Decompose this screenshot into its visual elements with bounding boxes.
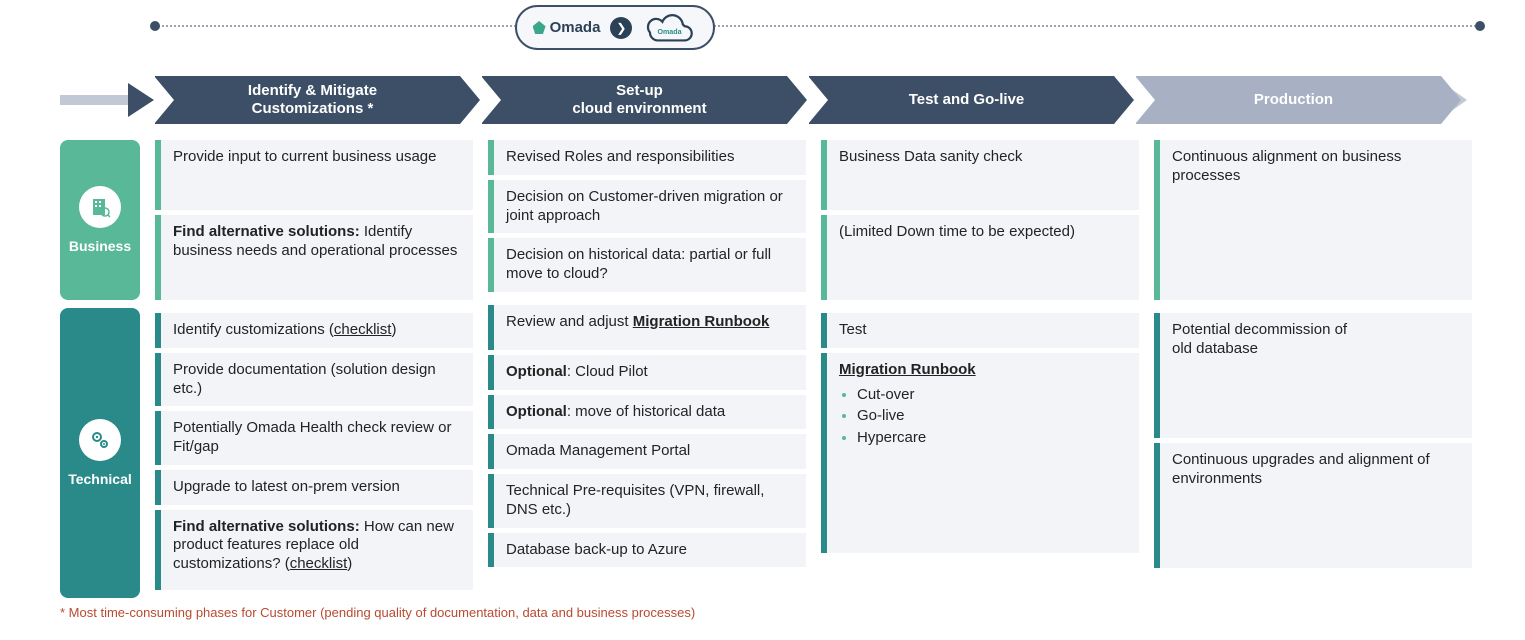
col-2: Revised Roles and responsibilities Decisi… <box>488 140 806 590</box>
category-technical: Technical <box>60 308 140 598</box>
cloud-icon: Omada <box>642 12 697 44</box>
content-box: Migration RunbookCut-overGo-liveHypercar… <box>821 353 1139 553</box>
content-box: Technical Pre-requisites (VPN, firewall,… <box>488 474 806 528</box>
col-3: Business Data sanity check(Limited Down … <box>821 140 1139 590</box>
category-business: Business <box>60 140 140 300</box>
content-box: Upgrade to latest on-prem version <box>155 470 473 505</box>
brand-logo: Omada <box>533 19 601 36</box>
content-box: Decision on historical data: partial or … <box>488 238 806 292</box>
brand-mark-icon <box>533 21 546 34</box>
timeline-dotted-line <box>155 25 1480 27</box>
col-4: Continuous alignment on business process… <box>1154 140 1472 590</box>
category-business-label: Business <box>69 238 131 254</box>
content-box: Find alternative solutions: Identify bus… <box>155 215 473 300</box>
cloud-brand-text: Omada <box>658 28 682 36</box>
content-box: Potential decommission of old database <box>1154 313 1472 438</box>
content-box: Provide input to current business usage <box>155 140 473 210</box>
timeline-dot-end <box>1475 21 1485 31</box>
content-box: Test <box>821 313 1139 348</box>
phase-2: Set-up cloud environment <box>482 76 787 124</box>
phase-4: Production <box>1136 76 1441 124</box>
content-grid: Provide input to current business usageF… <box>155 140 1472 590</box>
content-box: Continuous upgrades and alignment of env… <box>1154 443 1472 568</box>
content-box: Continuous alignment on business process… <box>1154 140 1472 300</box>
phase-header-row: Identify & Mitigate Customizations * Set… <box>60 75 1467 125</box>
phase-3: Test and Go-live <box>809 76 1114 124</box>
content-box: Potentially Omada Health check review or… <box>155 411 473 465</box>
footnote: * Most time-consuming phases for Custome… <box>60 605 695 620</box>
content-box: Optional: move of historical data <box>488 395 806 430</box>
content-box: Business Data sanity check <box>821 140 1139 210</box>
content-box: Find alternative solutions: How can new … <box>155 510 473 590</box>
content-box: Database back-up to Azure <box>488 533 806 568</box>
content-box: Decision on Customer-driven migration or… <box>488 180 806 234</box>
content-box: Review and adjust Migration Runbook <box>488 305 806 350</box>
timeline-dot-start <box>150 21 160 31</box>
arrow-right-circle-icon: ❯ <box>610 17 632 39</box>
content-box: Provide documentation (solution design e… <box>155 353 473 407</box>
brand-text: Omada <box>550 19 601 36</box>
category-technical-label: Technical <box>68 471 132 487</box>
building-icon <box>79 186 121 228</box>
col-1: Provide input to current business usageF… <box>155 140 473 590</box>
logo-pill: Omada ❯ Omada <box>515 5 715 50</box>
content-box: Omada Management Portal <box>488 434 806 469</box>
content-box: (Limited Down time to be expected) <box>821 215 1139 300</box>
content-box: Revised Roles and responsibilities <box>488 140 806 175</box>
content-box: Identify customizations (checklist) <box>155 313 473 348</box>
phase-1: Identify & Mitigate Customizations * <box>155 76 460 124</box>
content-box: Optional: Cloud Pilot <box>488 355 806 390</box>
lead-arrow-icon <box>60 85 155 115</box>
gears-icon <box>79 419 121 461</box>
